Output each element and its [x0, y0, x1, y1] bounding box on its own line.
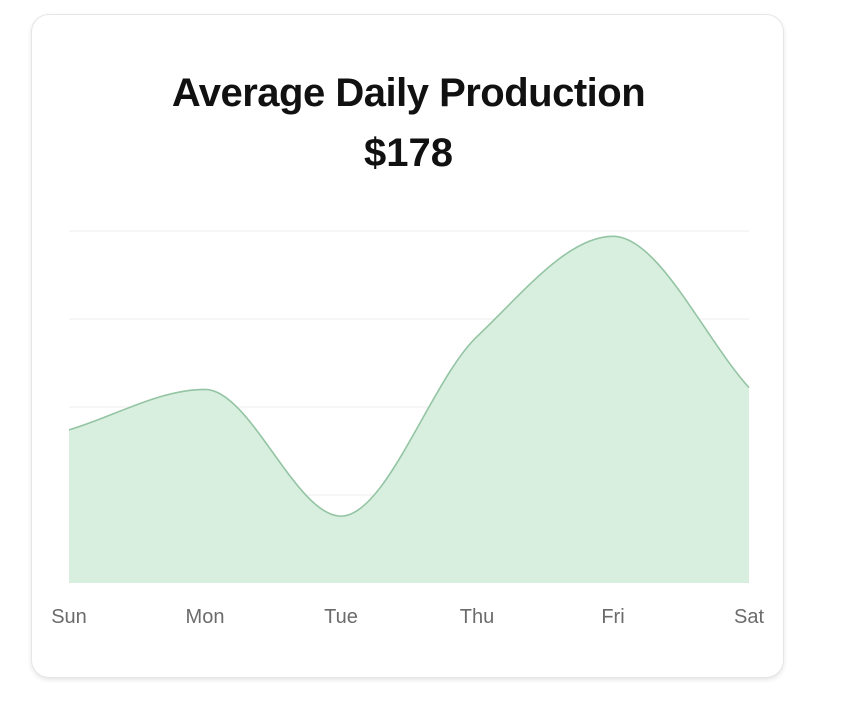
average-value: $178: [364, 131, 453, 175]
area-fill: [69, 236, 749, 583]
x-tick-label: Sat: [734, 606, 764, 628]
area-chart: Sun Mon Tue Thu Fri Sat: [51, 230, 764, 628]
x-tick-label: Tue: [324, 606, 358, 628]
area-layer: [68, 235, 750, 583]
x-tick-label: Thu: [460, 606, 494, 628]
x-tick-label: Fri: [601, 606, 624, 628]
x-tick-label: Sun: [51, 606, 87, 628]
x-tick-label: Mon: [186, 606, 225, 628]
x-axis-ticks: Sun Mon Tue Thu Fri Sat: [51, 606, 764, 628]
chart-title: Average Daily Production: [171, 71, 646, 115]
chart-card: Average Daily Production $178 Sun Mon Tue T…: [31, 14, 784, 678]
series-line: [68, 235, 750, 517]
